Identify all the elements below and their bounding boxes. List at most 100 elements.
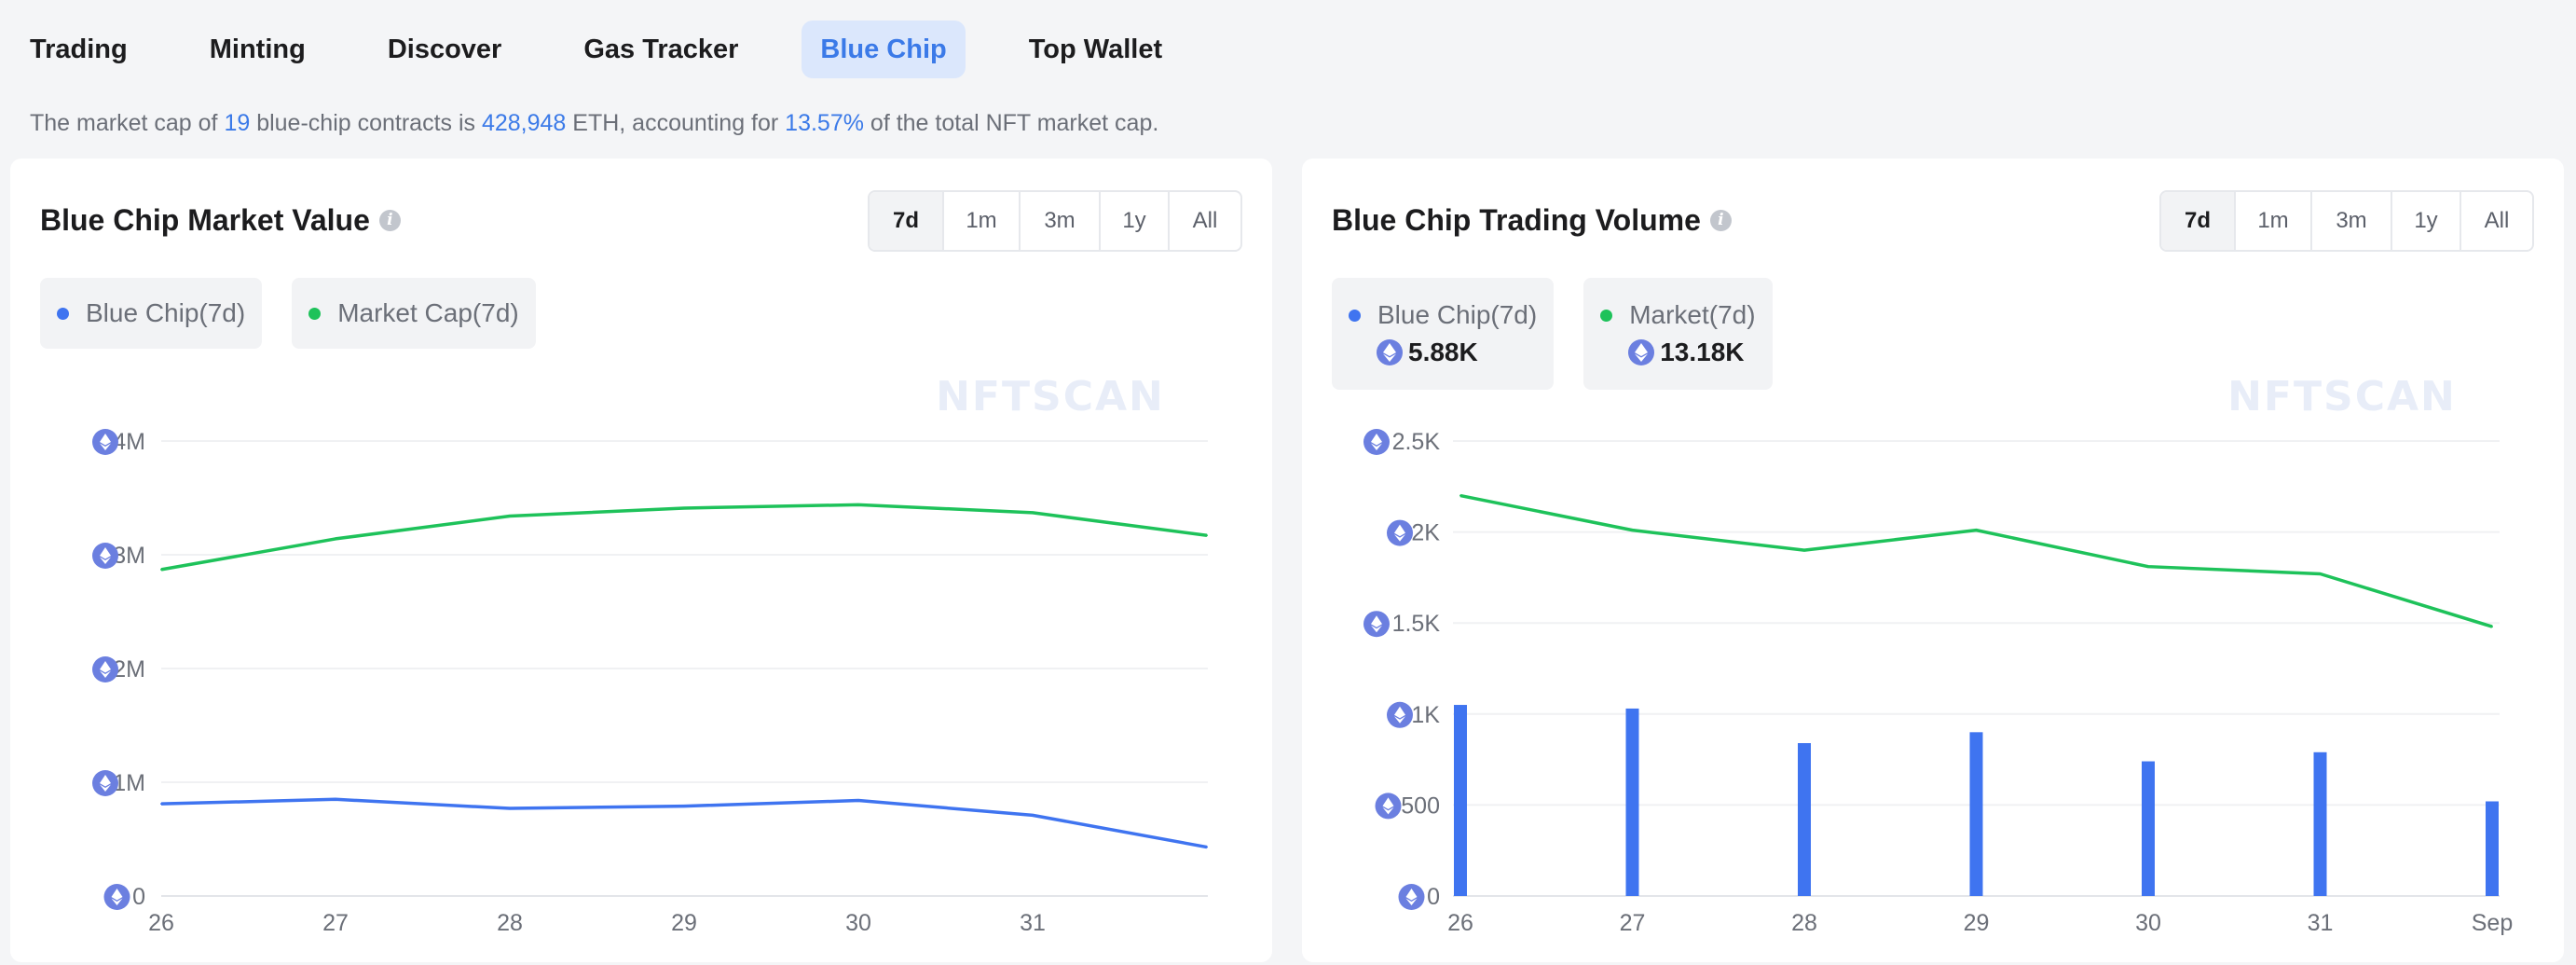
eth-icon	[1377, 339, 1403, 365]
eth-icon-bottom	[100, 557, 111, 564]
eth-icon-top	[111, 889, 123, 901]
range-7d-button[interactable]: 7d	[870, 192, 942, 250]
eth-icon	[1387, 519, 1413, 546]
series-point	[509, 515, 511, 517]
range-1y-button[interactable]: 1y	[2391, 192, 2460, 250]
eth-icon-top	[1371, 615, 1382, 627]
eth-icon	[103, 884, 130, 910]
eth-icon	[92, 656, 118, 682]
legend-blue-chip[interactable]: Blue Chip(7d)	[40, 278, 263, 349]
series-point	[335, 798, 336, 801]
eth-icon-bottom	[1394, 716, 1405, 724]
x-tick-label: 31	[2308, 910, 2334, 936]
bar	[2313, 751, 2327, 896]
eth-icon-top	[100, 775, 111, 787]
eth-icon	[92, 429, 118, 455]
bar	[1454, 705, 1467, 896]
info-icon[interactable]: i	[1709, 210, 1732, 231]
eth-icon-bottom	[1382, 806, 1394, 815]
bar	[1798, 743, 1811, 896]
legend-market[interactable]: Market(7d) 13.18K	[1583, 278, 1773, 390]
market-value-title-text: Blue Chip Market Value	[40, 203, 370, 237]
x-tick-label: 26	[148, 910, 174, 936]
eth-icon	[92, 543, 118, 569]
trading-volume-chart: NFTSCAN 0 500 1K 1.5K 2K 2.5K 26 27 28 29 30 31 Sep	[1363, 373, 2513, 936]
series-point	[2491, 626, 2493, 628]
range-1m-button[interactable]: 1m	[2234, 192, 2310, 250]
y-tick-label: 1K	[1411, 702, 1440, 728]
eth-icon-bottom	[111, 898, 123, 905]
contracts-count: 19	[224, 110, 251, 136]
bar	[1969, 732, 1983, 896]
legend-market-cap[interactable]: Market Cap(7d)	[292, 278, 536, 349]
series-line	[1459, 493, 2493, 628]
eth-icon-bottom	[1394, 534, 1405, 542]
bar	[2142, 761, 2155, 896]
range-1y-button[interactable]: 1y	[1099, 192, 1168, 250]
series-point	[683, 506, 685, 509]
series-point	[1975, 529, 1978, 531]
range-all-button[interactable]: All	[2460, 192, 2532, 250]
watermark-logo: NFTSCAN	[2227, 373, 2457, 420]
tab-top-wallet[interactable]: Top Wallet	[1028, 34, 1163, 64]
eth-icon-bottom	[100, 784, 111, 792]
x-tick-label: 30	[2135, 910, 2161, 936]
market-value-range-selector: 7d 1m 3m 1y All	[868, 190, 1242, 252]
trading-volume-title-text: Blue Chip Trading Volume	[1332, 203, 1701, 237]
eth-icon-bottom	[100, 443, 111, 450]
eth-icon-top	[1394, 706, 1405, 719]
summary-suffix: of the total NFT market cap.	[863, 110, 1159, 136]
y-tick-label: 2.5K	[1392, 429, 1441, 455]
x-tick-label: 29	[671, 910, 697, 936]
series-point	[857, 503, 859, 506]
legend-label: Blue Chip(7d)	[1377, 300, 1538, 329]
range-all-button[interactable]: All	[1168, 192, 1240, 250]
series-point	[160, 803, 162, 806]
eth-icon	[1628, 339, 1655, 365]
legend-blue-chip[interactable]: Blue Chip(7d) 5.88K	[1332, 278, 1555, 390]
x-tick-label: 27	[322, 910, 349, 936]
summary-unit: ETH, accounting for	[566, 110, 786, 136]
eth-icon-bottom	[1371, 443, 1382, 450]
x-tick-label: 28	[497, 910, 523, 936]
series-point	[1206, 846, 1208, 848]
trading-volume-title: Blue Chip Trading Volume i	[1332, 203, 1732, 238]
y-tick-label: 3M	[113, 543, 145, 569]
series-point	[1631, 529, 1634, 531]
series-point	[1206, 534, 1208, 537]
green-dot-icon	[308, 307, 322, 320]
eth-icon-top	[1382, 797, 1394, 809]
tab-discover[interactable]: Discover	[387, 34, 502, 64]
tab-gas-tracker[interactable]: Gas Tracker	[583, 34, 739, 64]
eth-icon-bottom	[100, 670, 111, 678]
eth-icon-top	[1394, 524, 1405, 537]
eth-icon-bottom	[1371, 625, 1382, 633]
series-point	[1459, 494, 1461, 497]
series-point	[2147, 565, 2149, 568]
y-tick-label: 4M	[113, 429, 145, 455]
share-percent: 13.57%	[785, 110, 864, 136]
range-7d-button[interactable]: 7d	[2161, 192, 2234, 250]
legend-label: Market Cap(7d)	[337, 298, 519, 327]
tab-blue-chip[interactable]: Blue Chip	[802, 21, 966, 78]
tab-trading[interactable]: Trading	[30, 34, 128, 64]
range-3m-button[interactable]: 3m	[2310, 192, 2391, 250]
range-1m-button[interactable]: 1m	[942, 192, 1019, 250]
market-value-legend: Blue Chip(7d) Market Cap(7d)	[40, 278, 566, 349]
market-value-title: Blue Chip Market Value i	[40, 203, 401, 238]
y-tick-label: 2K	[1411, 520, 1440, 546]
x-tick-label: 28	[1791, 910, 1817, 936]
eth-icon	[1375, 793, 1402, 820]
legend-label: Market(7d)	[1629, 300, 1756, 329]
trading-volume-range-selector: 7d 1m 3m 1y All	[2159, 190, 2534, 252]
series-point	[1803, 549, 1805, 552]
eth-icon-top	[1371, 434, 1382, 446]
range-3m-button[interactable]: 3m	[1019, 192, 1099, 250]
x-tick-label: 29	[1964, 910, 1990, 936]
market-cap-value: 428,948	[481, 110, 567, 136]
info-icon[interactable]: i	[378, 210, 401, 231]
tab-minting[interactable]: Minting	[209, 34, 306, 64]
y-tick-label: 0	[1427, 884, 1440, 910]
market-value-chart: NFTSCAN 0 1M 2M 3M 4M 26 27 28 29 30 31	[92, 373, 1208, 936]
y-tick-label: 1M	[113, 770, 145, 796]
